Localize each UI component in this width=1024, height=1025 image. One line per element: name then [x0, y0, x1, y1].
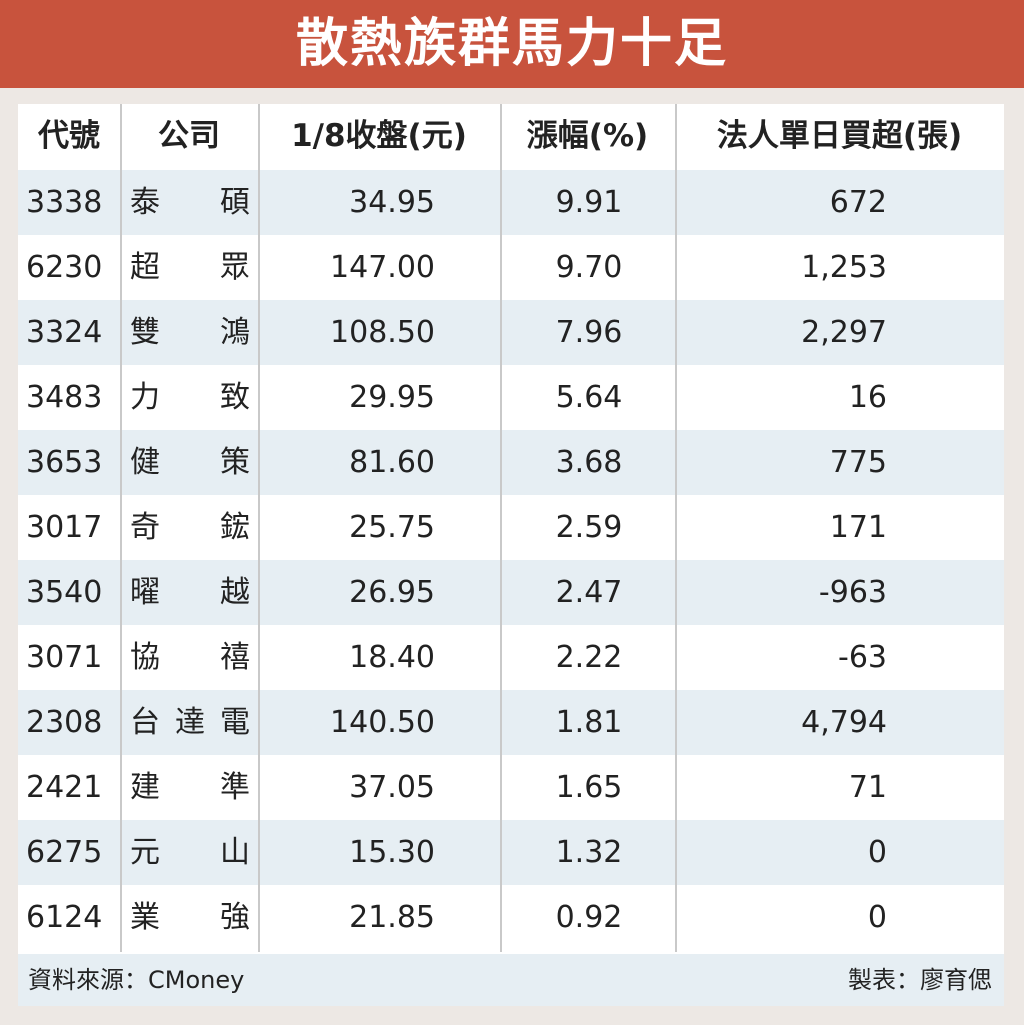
table-cell: 9.70 — [555, 250, 623, 285]
header-row: 代號 公司 1/8收盤(元) 漲幅(%) 法人單日買超(張) — [18, 104, 1004, 169]
header-cell: 代號 — [38, 118, 100, 154]
table-cell: 775 — [829, 445, 887, 480]
table-cell: 2.22 — [555, 640, 623, 675]
table-cell: 26.95 — [349, 575, 435, 610]
table-cell: 泰碩 — [130, 185, 250, 220]
header-cell: 公司 — [158, 118, 220, 154]
table-row: 6124 業強 21.85 0.92 0 — [18, 885, 1004, 950]
table-cell: 3483 — [26, 380, 103, 415]
table-cell: 3540 — [26, 575, 103, 610]
table: 資料來源：CMoney 製表：廖育偲 代號 公司 1/8收盤(元) 漲幅(%) 法人單日… — [18, 104, 1004, 1006]
title: 散熱族群馬力十足 — [0, 0, 1024, 88]
table-cell: 曜越 — [130, 575, 250, 610]
table-cell: 1.81 — [555, 705, 623, 740]
table-cell: 2421 — [26, 770, 103, 805]
table-row: 2308 台達電 140.50 1.81 4,794 — [18, 690, 1004, 755]
table-cell: 1.32 — [555, 835, 623, 870]
table-cell: 2.59 — [555, 510, 623, 545]
table-cell: 建準 — [130, 770, 250, 805]
table-row: 2421 建準 37.05 1.65 71 — [18, 755, 1004, 820]
table-cell: 3.68 — [555, 445, 623, 480]
table-cell: 0 — [867, 900, 887, 935]
table-cell: 171 — [829, 510, 887, 545]
table-row: 3653 健策 81.60 3.68 775 — [18, 430, 1004, 495]
table-cell: 3324 — [26, 315, 103, 350]
table-row: 3324 雙鴻 108.50 7.96 2,297 — [18, 300, 1004, 365]
table-cell: 81.60 — [349, 445, 435, 480]
table-cell: 2308 — [26, 705, 103, 740]
table-cell: 協禧 — [130, 640, 250, 675]
table-row: 3017 奇鋐 25.75 2.59 171 — [18, 495, 1004, 560]
column-divider — [258, 104, 260, 952]
table-cell: 5.64 — [555, 380, 623, 415]
table-cell: 29.95 — [349, 380, 435, 415]
table-cell: 0 — [867, 835, 887, 870]
table-cell: -963 — [818, 575, 887, 610]
table-row: 6230 超眾 147.00 9.70 1,253 — [18, 235, 1004, 300]
author: 製表：廖育偲 — [848, 966, 992, 994]
table-cell: 6124 — [26, 900, 103, 935]
table-cell: 16 — [848, 380, 887, 415]
table-cell: 4,794 — [801, 705, 887, 740]
table-cell: 力致 — [130, 380, 250, 415]
table-cell: 超眾 — [130, 250, 250, 285]
table-cell: 健策 — [130, 445, 250, 480]
table-cell: 元山 — [130, 835, 250, 870]
table-cell: 1,253 — [801, 250, 887, 285]
table-cell: 奇鋐 — [130, 510, 250, 545]
table-row: 3338 泰碩 34.95 9.91 672 — [18, 170, 1004, 235]
table-row: 3540 曜越 26.95 2.47 -963 — [18, 560, 1004, 625]
table-cell: 3071 — [26, 640, 103, 675]
footer: 資料來源：CMoney 製表：廖育偲 — [18, 954, 1004, 1006]
table-cell: 9.91 — [555, 185, 623, 220]
table-cell: 18.40 — [349, 640, 435, 675]
table-cell: 15.30 — [349, 835, 435, 870]
table-cell: 6230 — [26, 250, 103, 285]
table-cell: 3653 — [26, 445, 103, 480]
header-cell: 漲幅(%) — [526, 118, 649, 154]
table-row: 3071 協禧 18.40 2.22 -63 — [18, 625, 1004, 690]
table-cell: 3017 — [26, 510, 103, 545]
header-cell: 法人單日買超(張) — [716, 118, 963, 154]
table-cell: 34.95 — [349, 185, 435, 220]
table-cell: 140.50 — [330, 705, 435, 740]
table-cell: 2,297 — [801, 315, 887, 350]
column-divider — [675, 104, 677, 952]
table-cell: 71 — [848, 770, 887, 805]
column-divider — [120, 104, 122, 952]
table-cell: 6275 — [26, 835, 103, 870]
column-divider — [500, 104, 502, 952]
table-cell: 1.65 — [555, 770, 623, 805]
table-cell: 3338 — [26, 185, 103, 220]
header-cell: 1/8收盤(元) — [291, 118, 467, 154]
table-cell: 雙鴻 — [130, 315, 250, 350]
source: 資料來源：CMoney — [28, 966, 245, 994]
table-cell: 0.92 — [555, 900, 623, 935]
table-cell: 2.47 — [555, 575, 623, 610]
table-row: 3483 力致 29.95 5.64 16 — [18, 365, 1004, 430]
table-cell: 108.50 — [330, 315, 435, 350]
table-cell: 672 — [829, 185, 887, 220]
table-cell: -63 — [838, 640, 887, 675]
table-cell: 37.05 — [349, 770, 435, 805]
table-row: 6275 元山 15.30 1.32 0 — [18, 820, 1004, 885]
table-cell: 147.00 — [330, 250, 435, 285]
table-cell: 21.85 — [349, 900, 435, 935]
table-cell: 7.96 — [555, 315, 623, 350]
table-cell: 業強 — [130, 900, 250, 935]
table-cell: 台達電 — [130, 705, 250, 740]
table-cell: 25.75 — [349, 510, 435, 545]
